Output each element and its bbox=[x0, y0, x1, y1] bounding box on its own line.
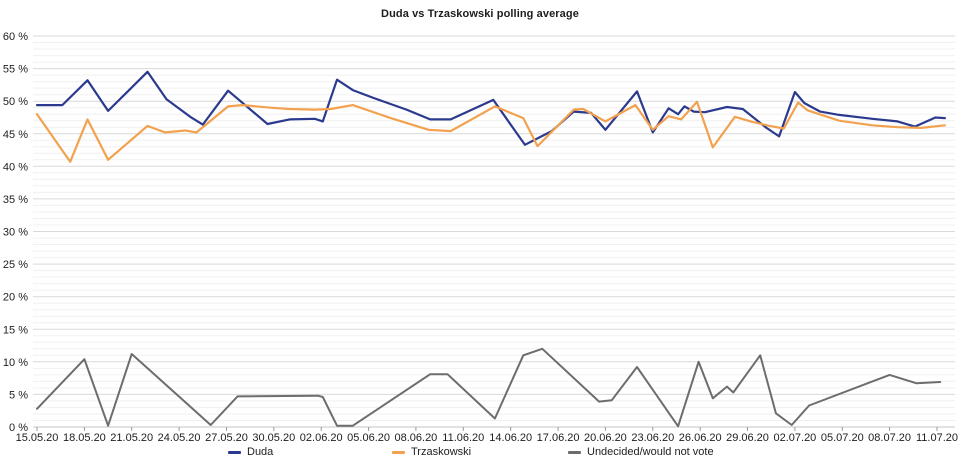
chart-title: Duda vs Trzaskowski polling average bbox=[381, 8, 579, 20]
x-tick-label: 20.06.20 bbox=[584, 432, 627, 444]
chart-legend: Duda Trzaskowski Undecided/would not vot… bbox=[0, 446, 960, 460]
x-tick-label: 17.06.20 bbox=[537, 432, 580, 444]
undecided-series-swatch bbox=[568, 450, 581, 454]
x-tick-label: 18.05.20 bbox=[63, 432, 106, 444]
series-line-undecided-would-not-vote bbox=[36, 347, 942, 428]
x-tick-label: 24.05.20 bbox=[158, 432, 201, 444]
x-tick-label: 02.07.20 bbox=[773, 432, 816, 444]
series-line-trzaskowski bbox=[35, 100, 947, 163]
x-tick-label: 05.06.20 bbox=[347, 432, 390, 444]
y-tick-label: 60 % bbox=[3, 31, 28, 43]
x-tick-label: 08.06.20 bbox=[394, 432, 437, 444]
x-tick-label: 11.06.20 bbox=[442, 432, 484, 444]
trzaskowski-series-swatch bbox=[392, 450, 405, 454]
x-tick-label: 15.05.20 bbox=[16, 432, 59, 444]
y-tick-label: 30 % bbox=[3, 227, 28, 239]
x-tick-label: 14.06.20 bbox=[489, 432, 532, 444]
x-tick-label: 11.07.20 bbox=[916, 432, 958, 444]
x-tick-label: 27.05.20 bbox=[205, 432, 248, 444]
series-line-duda bbox=[35, 70, 947, 146]
y-tick-label: 10 % bbox=[3, 357, 28, 369]
y-tick-label: 50 % bbox=[3, 96, 28, 108]
x-tick-label: 02.06.20 bbox=[300, 432, 343, 444]
y-tick-label: 55 % bbox=[3, 64, 28, 76]
x-tick-label: 23.06.20 bbox=[631, 432, 674, 444]
x-tick-label: 05.07.20 bbox=[821, 432, 864, 444]
legend-label-undecided: Undecided/would not vote bbox=[587, 446, 714, 458]
y-tick-label: 15 % bbox=[3, 324, 28, 336]
legend-label-trzaskowski: Trzaskowski bbox=[411, 446, 472, 458]
y-tick-label: 5 % bbox=[9, 389, 28, 401]
y-tick-label: 20 % bbox=[3, 292, 28, 304]
y-tick-label: 25 % bbox=[3, 259, 28, 271]
legend-item-duda[interactable]: Duda bbox=[228, 446, 273, 458]
legend-item-trzaskowski[interactable]: Trzaskowski bbox=[392, 446, 471, 458]
y-tick-label: 45 % bbox=[3, 129, 28, 141]
x-tick-label: 30.05.20 bbox=[252, 432, 295, 444]
y-tick-label: 40 % bbox=[3, 161, 28, 173]
legend-label-duda: Duda bbox=[247, 446, 274, 458]
y-tick-label: 0 % bbox=[9, 422, 28, 434]
x-tick-label: 08.07.20 bbox=[868, 432, 911, 444]
y-tick-label: 35 % bbox=[3, 194, 28, 206]
x-tick-label: 29.06.20 bbox=[726, 432, 769, 444]
x-tick-label: 21.05.20 bbox=[110, 432, 153, 444]
x-tick-label: 26.06.20 bbox=[679, 432, 722, 444]
legend-item-undecided[interactable]: Undecided/would not vote bbox=[568, 446, 714, 458]
duda-series-swatch bbox=[228, 450, 241, 454]
